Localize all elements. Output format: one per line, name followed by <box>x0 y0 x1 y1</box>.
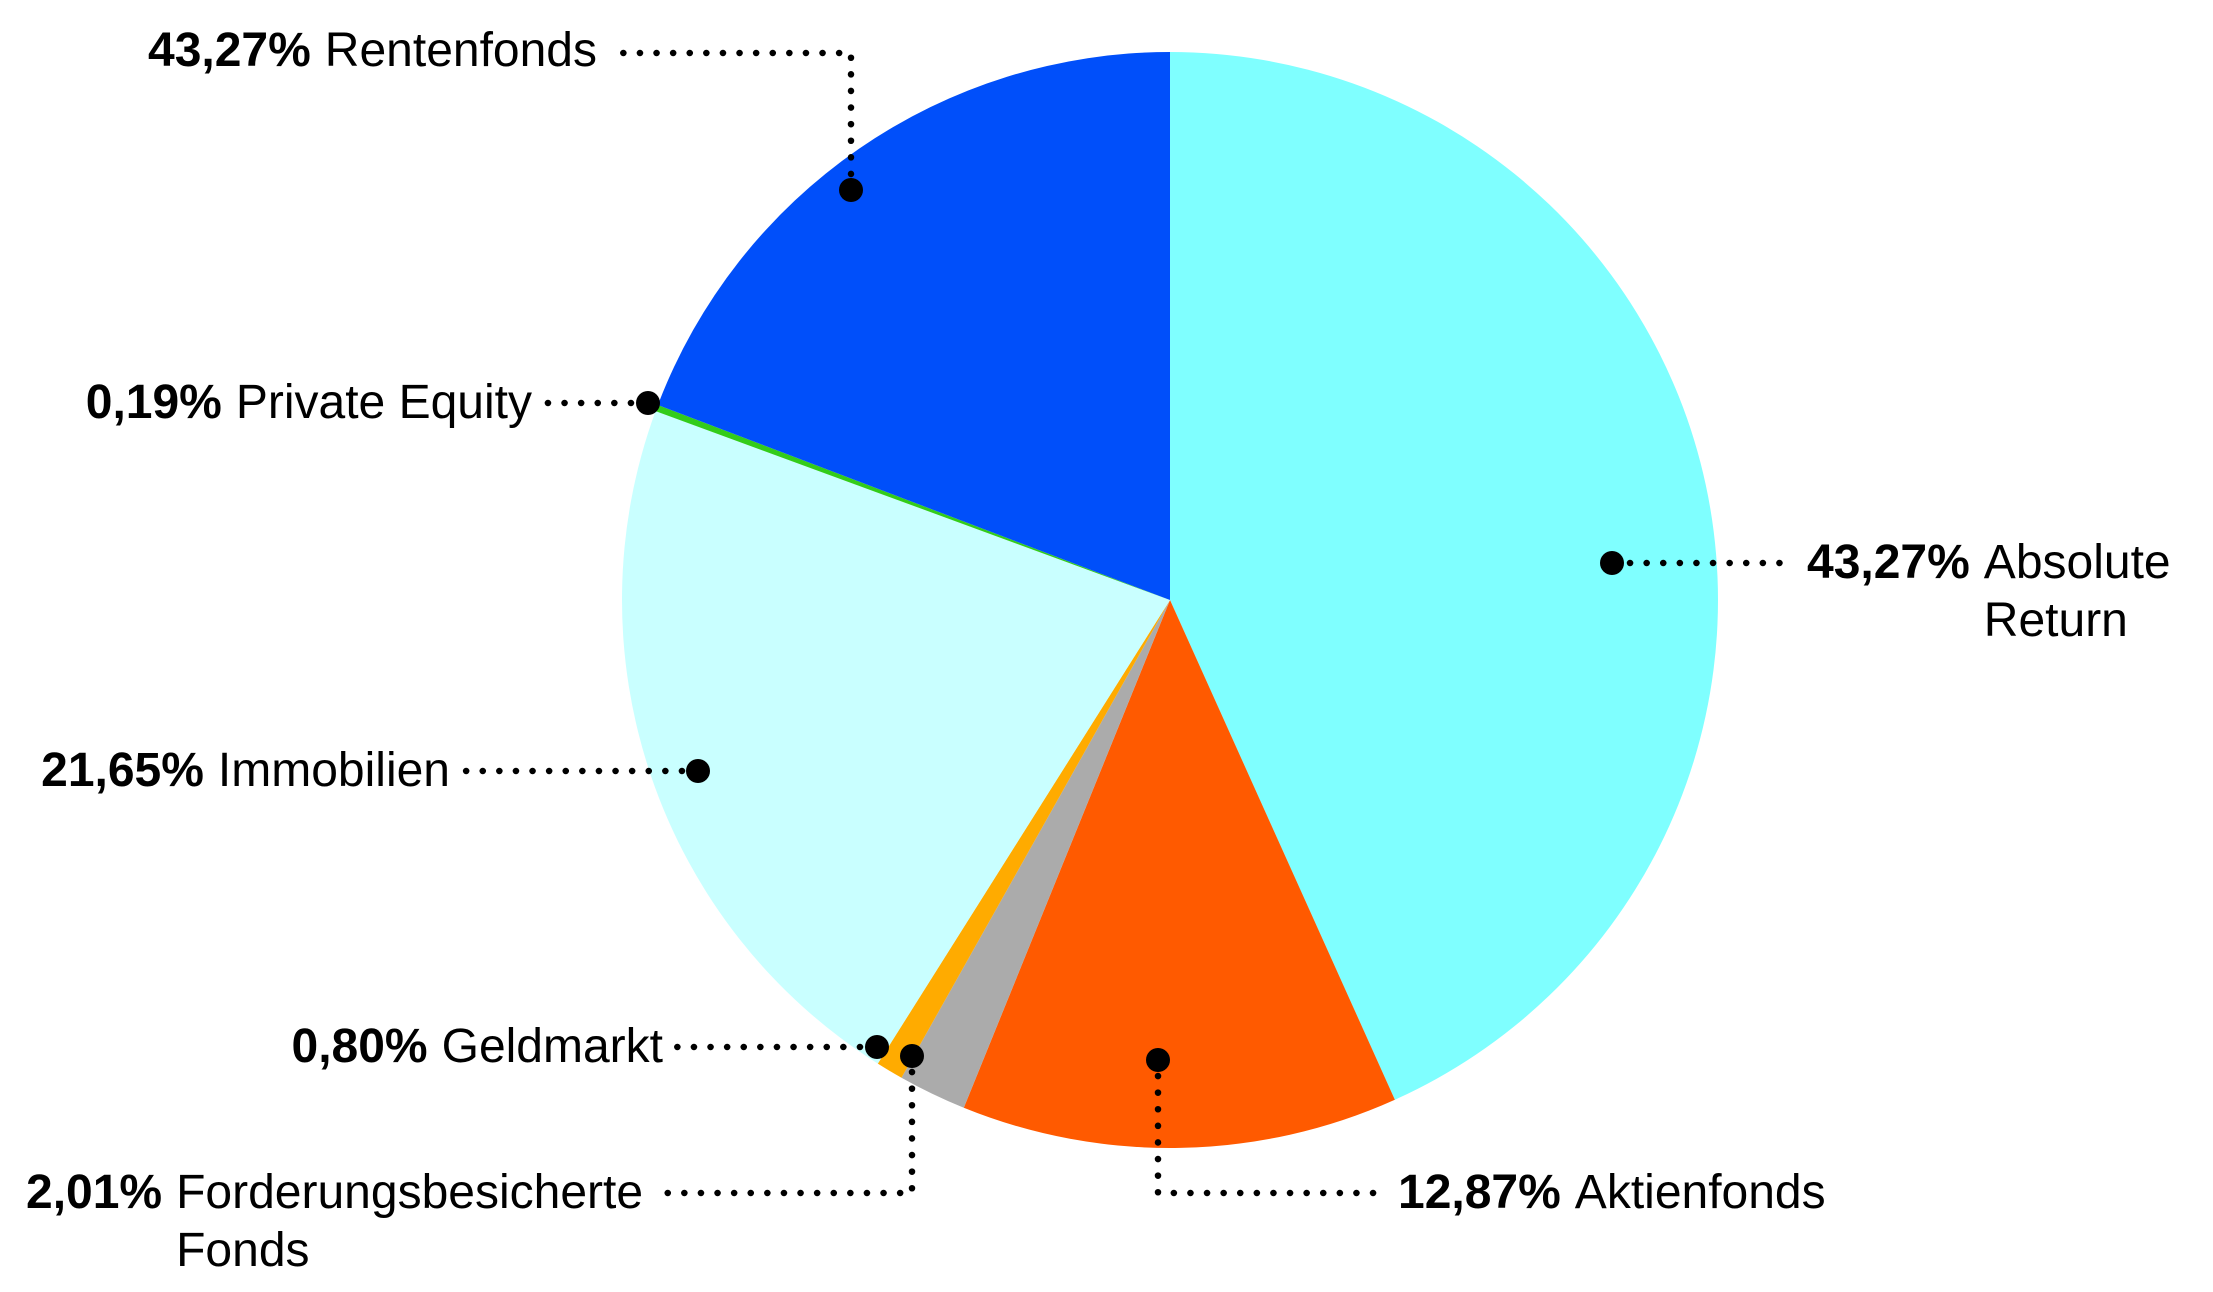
private-equity-percent: 0,19% <box>85 376 222 429</box>
private-equity-label: Private Equity <box>235 376 532 429</box>
leader-line-aktienfonds <box>1154 1072 1387 1197</box>
pie-slices <box>621 52 1718 1148</box>
slice-immobilien <box>621 411 1170 1064</box>
absolute-return-label: Absolute Return <box>1983 536 2171 647</box>
aktienfonds-label: Aktienfonds <box>1574 1166 1826 1219</box>
forderungsbesicherte-percent: 2,01% <box>26 1166 163 1219</box>
slice-aktienfonds <box>963 600 1395 1148</box>
callout-rentenfonds: 43,27% Rentenfonds <box>148 22 597 80</box>
slice-rentenfonds <box>657 52 1170 600</box>
rentenfonds-label: Rentenfonds <box>324 24 597 77</box>
geldmarkt-label: Geldmarkt <box>441 1020 663 1073</box>
marker-dot-geldmarkt <box>865 1035 889 1059</box>
callout-geldmarkt: 0,80% Geldmarkt <box>292 1018 664 1076</box>
callout-absolute-return: 43,27% Absolute Return <box>1807 534 2189 649</box>
aktienfonds-percent: 12,87% <box>1398 1166 1561 1219</box>
forderungsbesicherte-label: Forderungsbesicherte Fonds <box>176 1166 644 1277</box>
slice-private-equity <box>655 405 1170 600</box>
slice-geldmarkt <box>877 600 1170 1078</box>
slice-forderungsbesicherte-fonds <box>901 600 1170 1108</box>
callout-aktienfonds: 12,87% Aktienfonds <box>1398 1164 1826 1222</box>
geldmarkt-percent: 0,80% <box>291 1020 428 1073</box>
immobilien-label: Immobilien <box>217 744 450 797</box>
rentenfonds-percent: 43,27% <box>148 24 311 77</box>
callout-immobilien: 21,65% Immobilien <box>41 742 450 800</box>
leader-line-forderungsbesicherte-fonds <box>659 1068 916 1197</box>
marker-dot-private-equity <box>636 391 660 415</box>
callout-leader-lines <box>458 49 1797 1197</box>
immobilien-percent: 21,65% <box>41 744 204 797</box>
marker-dot-absolute-return <box>1600 551 1624 575</box>
marker-dot-rentenfonds <box>839 178 863 202</box>
callout-private-equity: 0,19% Private Equity <box>86 374 532 432</box>
absolute-return-percent: 43,27% <box>1807 536 1970 589</box>
marker-dot-immobilien <box>686 759 710 783</box>
callout-forderungsbesicherte-fonds: 2,01% Forderungsbesicherte Fonds <box>26 1164 676 1279</box>
leader-line-rentenfonds <box>609 49 855 178</box>
marker-dot-forderungsbesicherte-fonds <box>900 1044 924 1068</box>
marker-dot-aktienfonds <box>1146 1048 1170 1072</box>
slice-absolute-return <box>1170 52 1718 1100</box>
